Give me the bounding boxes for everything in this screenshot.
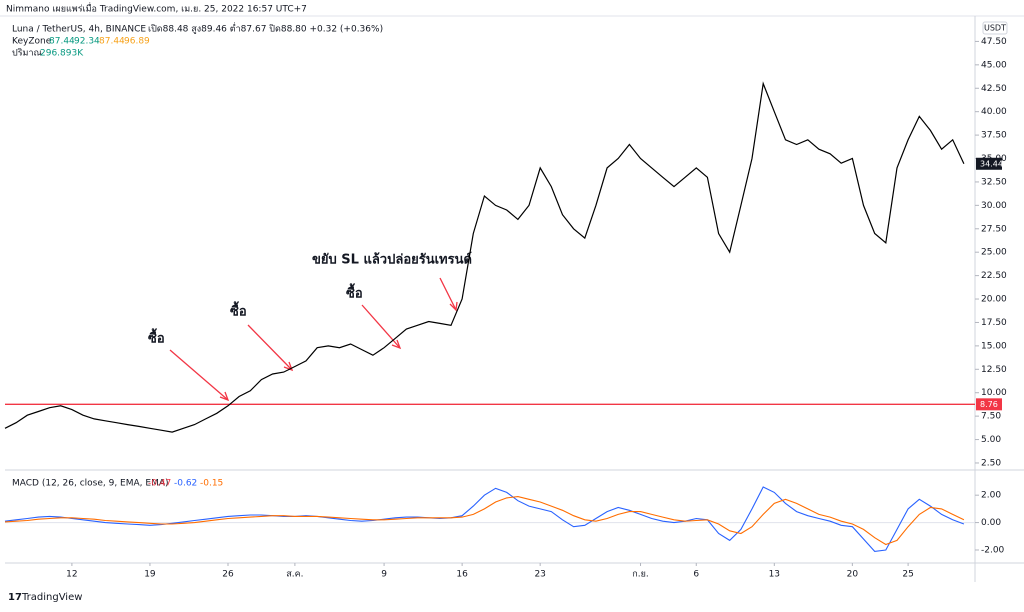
- x-tick-label: 25: [902, 570, 913, 580]
- y-tick-label: 42.50: [981, 84, 1007, 94]
- y-tick-label: 40.00: [981, 107, 1007, 117]
- x-tick-label: 19: [144, 570, 156, 580]
- y-tick-label: 25.00: [981, 248, 1007, 258]
- y-tick-label: 22.50: [981, 271, 1007, 281]
- y-tick-label: 15.00: [981, 341, 1007, 351]
- x-tick-label: 20: [847, 570, 859, 580]
- y-tick-label: 27.50: [981, 224, 1007, 234]
- currency-box: [982, 21, 1008, 35]
- y-tick-label: 12.50: [981, 365, 1007, 375]
- macd-value: -0.47: [148, 479, 171, 489]
- x-tick-label: 6: [693, 570, 699, 580]
- arrows: [169, 277, 458, 402]
- arrow-head: [391, 339, 402, 350]
- y-tick-label: 20.00: [981, 295, 1007, 305]
- price-tag: [976, 398, 1002, 411]
- line-series: [4, 81, 965, 433]
- arrow-head: [219, 391, 230, 402]
- ohlc: เปิด88.48 สูง89.46 ต่ำ87.67 ปิด88.80 +0.…: [148, 22, 383, 35]
- y-tick-label: 2.00: [981, 491, 1001, 501]
- arrow-head: [283, 361, 294, 372]
- x-tick-label: 16: [456, 570, 468, 580]
- keyzone-value: 87.44: [49, 37, 75, 47]
- y-tick-label: 0.00: [981, 518, 1001, 528]
- footer-brand: TradingView: [21, 592, 82, 603]
- macd-label: MACD (12, 26, close, 9, EMA, EMA): [12, 479, 169, 489]
- keyzone-value: 96.89: [124, 37, 150, 47]
- y-tick-label: 32.50: [981, 177, 1007, 187]
- keyzone-value: 87.44: [99, 37, 125, 47]
- symbol: Luna / TetherUS, 4h, BINANCE: [12, 25, 146, 35]
- last-price-tag: [976, 157, 1002, 170]
- annotation: ขยับ SL แล้วปล่อยรันเทรนด์: [312, 252, 472, 268]
- x-tick-label: 26: [222, 570, 234, 580]
- x-tick-label: 12: [66, 570, 77, 580]
- y-tick-label: 10.00: [981, 388, 1007, 398]
- published-line: Nimmano เผยแพร่เมื่อ TradingView.com, เม…: [6, 2, 307, 15]
- last-price-label: 34.44: [980, 159, 1003, 168]
- volume-value: 296.893K: [40, 49, 84, 59]
- arrow-head: [449, 301, 458, 312]
- line-series: [4, 496, 965, 546]
- annotation: ซื้อ: [346, 283, 363, 302]
- footer-logo: 𝟭𝟳: [8, 592, 22, 603]
- x-tick-label: ก.ย.: [632, 570, 648, 580]
- y-tick-label: 30.00: [981, 201, 1007, 211]
- y-tick-label: 7.50: [981, 412, 1001, 422]
- y-tick-label: 45.00: [981, 60, 1007, 70]
- keyzone-value: 92.34: [74, 37, 100, 47]
- annotation: ซื้อ: [230, 301, 247, 320]
- y-tick-label: 37.50: [981, 131, 1007, 141]
- currency: USDT: [984, 24, 1006, 33]
- arrow: [439, 277, 457, 311]
- y-tick-label: -2.00: [981, 545, 1005, 555]
- keyzone-label: KeyZone: [12, 37, 52, 47]
- y-tick-label: 2.50: [981, 458, 1001, 468]
- arrow: [361, 304, 401, 349]
- arrow: [169, 349, 229, 401]
- y-tick-label: 47.50: [981, 37, 1007, 47]
- volume-label: ปริมาณ: [12, 48, 42, 59]
- x-tick-label: 23: [534, 570, 545, 580]
- x-tick-label: 13: [769, 570, 780, 580]
- y-tick-label: 5.00: [981, 435, 1001, 445]
- y-tick-label: 17.50: [981, 318, 1007, 328]
- x-tick-label: 9: [381, 570, 387, 580]
- macd-value: -0.62: [174, 479, 197, 489]
- price-tag-label: 8.76: [980, 400, 998, 409]
- annotation: ซื้อ: [148, 328, 165, 347]
- x-tick-label: ส.ค.: [286, 570, 303, 580]
- macd-value: -0.15: [200, 479, 223, 489]
- arrow: [247, 324, 293, 371]
